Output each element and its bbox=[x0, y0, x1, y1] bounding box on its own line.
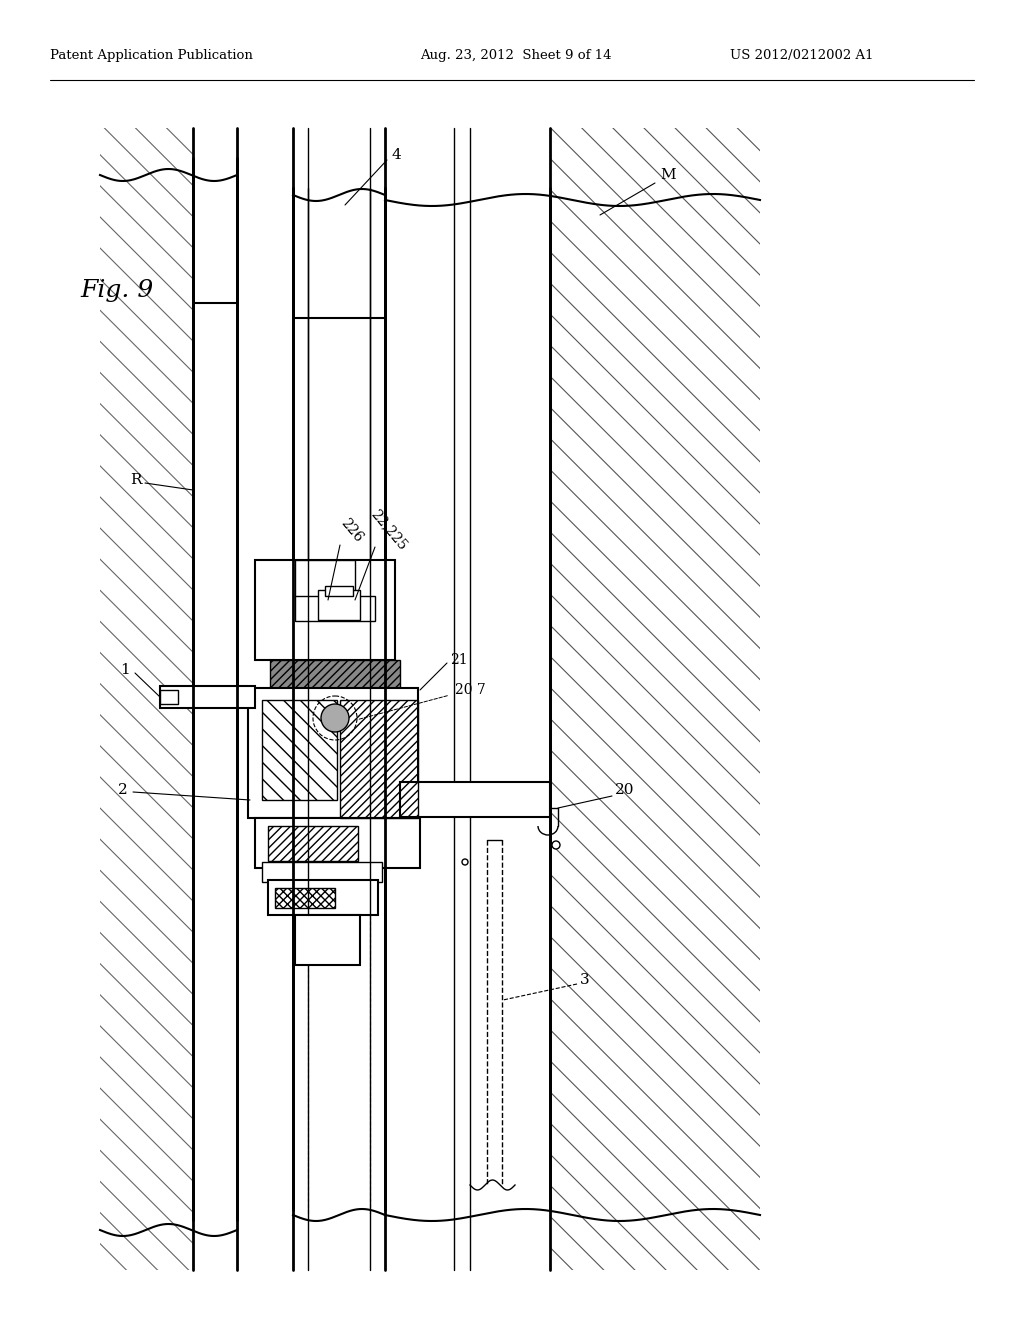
Text: 22,225: 22,225 bbox=[368, 507, 410, 553]
Bar bbox=[275, 888, 335, 908]
Bar bbox=[248, 688, 418, 818]
Circle shape bbox=[321, 704, 349, 733]
Text: 4: 4 bbox=[392, 148, 401, 162]
Text: Aug. 23, 2012  Sheet 9 of 14: Aug. 23, 2012 Sheet 9 of 14 bbox=[420, 49, 611, 62]
Bar bbox=[340, 700, 418, 818]
Bar bbox=[193, 128, 237, 1270]
Text: R: R bbox=[130, 473, 141, 487]
Bar bbox=[325, 586, 353, 597]
Text: 226: 226 bbox=[338, 515, 366, 545]
Text: US 2012/0212002 A1: US 2012/0212002 A1 bbox=[730, 49, 873, 62]
Text: 20: 20 bbox=[615, 783, 635, 797]
Text: M: M bbox=[660, 168, 676, 182]
Text: Patent Application Publication: Patent Application Publication bbox=[50, 49, 253, 62]
Text: 21: 21 bbox=[450, 653, 468, 667]
Bar bbox=[268, 826, 358, 861]
Bar bbox=[400, 781, 550, 817]
Text: 1: 1 bbox=[120, 663, 130, 677]
Bar bbox=[293, 187, 385, 318]
Bar bbox=[160, 690, 178, 704]
Bar bbox=[318, 590, 360, 620]
Bar bbox=[255, 818, 420, 869]
Bar bbox=[295, 597, 375, 620]
Bar bbox=[193, 158, 237, 304]
Text: 20 7: 20 7 bbox=[455, 682, 485, 697]
Bar bbox=[293, 128, 385, 1270]
Bar bbox=[295, 560, 355, 601]
Text: Fig. 9: Fig. 9 bbox=[80, 279, 154, 301]
Bar bbox=[262, 700, 337, 800]
Bar bbox=[385, 128, 550, 1270]
Bar bbox=[262, 862, 382, 882]
Bar bbox=[550, 128, 760, 1270]
Circle shape bbox=[552, 841, 560, 849]
Bar bbox=[255, 560, 395, 660]
Bar bbox=[270, 660, 400, 688]
Text: 3: 3 bbox=[580, 973, 590, 987]
Text: 2: 2 bbox=[118, 783, 128, 797]
Bar bbox=[160, 686, 255, 708]
Bar bbox=[268, 880, 378, 915]
Bar bbox=[295, 915, 360, 965]
Circle shape bbox=[462, 859, 468, 865]
